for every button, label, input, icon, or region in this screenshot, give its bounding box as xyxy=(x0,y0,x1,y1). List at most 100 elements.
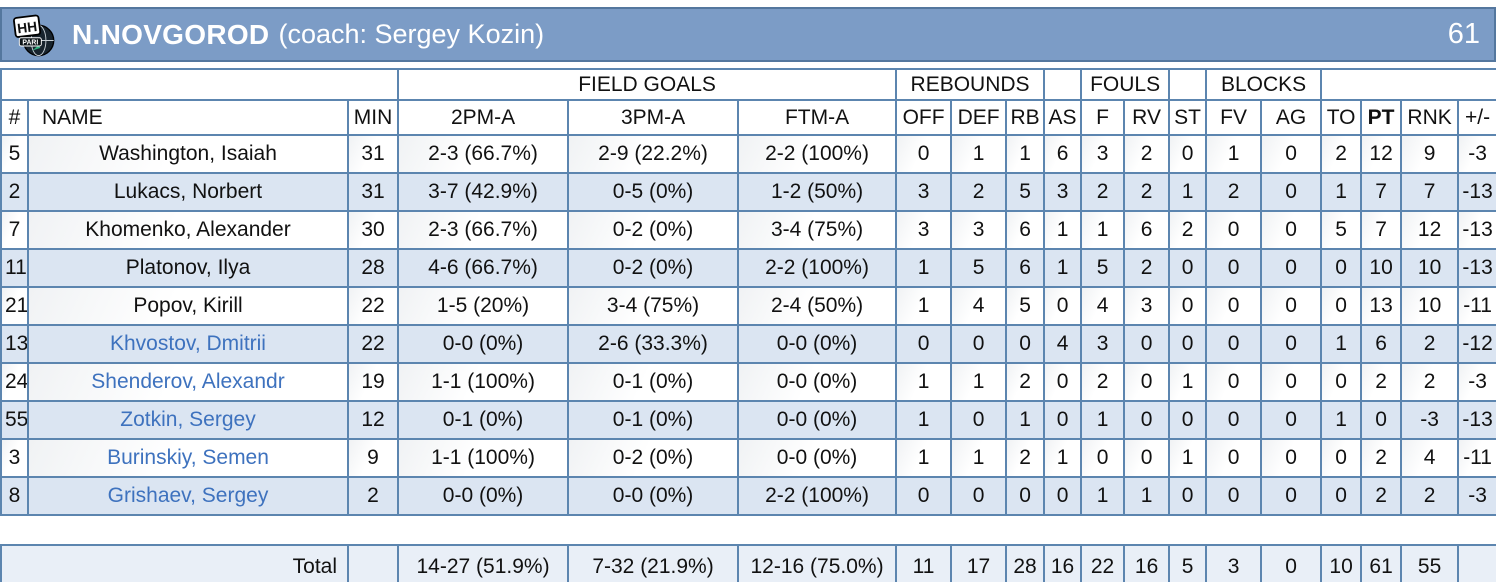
col-min: MIN xyxy=(346,99,400,136)
cell-pt: 2 xyxy=(1360,362,1403,402)
cell-off: 1 xyxy=(895,248,953,288)
cell-off: 0 xyxy=(895,324,953,364)
cell-st: 0 xyxy=(1168,134,1208,174)
total-3pma: 7-32 (21.9%) xyxy=(567,544,740,582)
col-f: F xyxy=(1080,99,1126,136)
cell-st: 0 xyxy=(1168,324,1208,364)
player-name-cell[interactable]: Khvostov, Dmitrii xyxy=(27,324,349,364)
total-ag: 0 xyxy=(1260,544,1323,582)
total-off: 11 xyxy=(895,544,953,582)
cell-rv: 1 xyxy=(1123,476,1171,516)
player-name-cell[interactable]: Washington, Isaiah xyxy=(27,134,349,174)
team-score: 61 xyxy=(1447,18,1480,50)
cell-rv: 0 xyxy=(1123,362,1171,402)
cell-p2: 2-3 (66.7%) xyxy=(397,134,570,174)
col-to: TO xyxy=(1320,99,1363,136)
cell-min: 22 xyxy=(346,286,400,326)
cell-rv: 6 xyxy=(1123,210,1171,250)
cell-ft: 2-2 (100%) xyxy=(737,248,898,288)
player-rows: 5 Washington, Isaiah 31 2-3 (66.7%) 2-9 (22.… xyxy=(0,134,1496,516)
cell-rv: 2 xyxy=(1123,172,1171,212)
cell-ag: 0 xyxy=(1260,400,1323,440)
cell-p3: 0-1 (0%) xyxy=(567,362,740,402)
cell-pt: 13 xyxy=(1360,286,1403,326)
cell-st: 1 xyxy=(1168,438,1208,478)
coach-label: (coach: Sergey Kozin) xyxy=(278,19,545,49)
cell-def: 1 xyxy=(950,134,1008,174)
cell-rb: 2 xyxy=(1005,438,1046,478)
cell-st: 0 xyxy=(1168,286,1208,326)
player-name-cell[interactable]: Zotkin, Sergey xyxy=(27,400,349,440)
group-empty-st xyxy=(1168,68,1208,101)
cell-p2: 1-1 (100%) xyxy=(397,362,570,402)
cell-fv: 0 xyxy=(1205,286,1263,326)
player-row: 7 Khomenko, Alexander 30 2-3 (66.7%) 0-2 (0%… xyxy=(0,210,1496,250)
column-header-row: # NAME MIN 2PM-A 3PM-A FTM-A OFF DEF RB … xyxy=(0,99,1496,136)
cell-ag: 0 xyxy=(1260,248,1323,288)
cell-p2: 1-1 (100%) xyxy=(397,438,570,478)
total-st: 5 xyxy=(1168,544,1208,582)
col-rb: RB xyxy=(1005,99,1046,136)
player-name-cell[interactable]: Burinskiy, Semen xyxy=(27,438,349,478)
cell-as: 0 xyxy=(1043,286,1083,326)
player-name-cell[interactable]: Popov, Kirill xyxy=(27,286,349,326)
total-ftma: 12-16 (75.0%) xyxy=(737,544,898,582)
cell-fv: 0 xyxy=(1205,324,1263,364)
cell-rb: 0 xyxy=(1005,476,1046,516)
cell-fv: 0 xyxy=(1205,438,1263,478)
cell-def: 0 xyxy=(950,324,1008,364)
team-header-bar: HH PARI N.NOVGOROD (coach: Sergey Kozin)… xyxy=(0,7,1496,62)
col-pt: PT xyxy=(1360,99,1403,136)
total-rv: 16 xyxy=(1123,544,1171,582)
player-row: 11 Platonov, Ilya 28 4-6 (66.7%) 0-2 (0%) 2-2… xyxy=(0,248,1496,288)
total-to: 10 xyxy=(1320,544,1363,582)
cell-p3: 2-6 (33.3%) xyxy=(567,324,740,364)
cell-pm: -11 xyxy=(1457,286,1496,326)
col-ag: AG xyxy=(1260,99,1323,136)
cell-st: 1 xyxy=(1168,172,1208,212)
cell-p2: 0-0 (0%) xyxy=(397,324,570,364)
total-row: Total 14-27 (51.9%) 7-32 (21.9%) 12-16 (… xyxy=(0,544,1496,582)
total-def: 17 xyxy=(950,544,1008,582)
player-name-cell[interactable]: Grishaev, Sergey xyxy=(27,476,349,516)
cell-fv: 0 xyxy=(1205,210,1263,250)
cell-num: 3 xyxy=(0,438,29,478)
col-plusminus: +/- xyxy=(1457,99,1496,136)
cell-ft: 0-0 (0%) xyxy=(737,362,898,402)
cell-f: 1 xyxy=(1080,476,1126,516)
cell-pm: -11 xyxy=(1457,438,1496,478)
player-name-cell[interactable]: Platonov, Ilya xyxy=(27,248,349,288)
cell-def: 3 xyxy=(950,210,1008,250)
col-2pma: 2PM-A xyxy=(397,99,570,136)
group-rebounds: REBOUNDS xyxy=(895,68,1046,101)
cell-as: 4 xyxy=(1043,324,1083,364)
cell-ft: 2-4 (50%) xyxy=(737,286,898,326)
player-name-cell[interactable]: Khomenko, Alexander xyxy=(27,210,349,250)
cell-pt: 2 xyxy=(1360,476,1403,516)
player-name-cell[interactable]: Lukacs, Norbert xyxy=(27,172,349,212)
cell-f: 0 xyxy=(1080,438,1126,478)
cell-def: 1 xyxy=(950,362,1008,402)
cell-as: 0 xyxy=(1043,362,1083,402)
cell-p3: 0-2 (0%) xyxy=(567,438,740,478)
cell-num: 55 xyxy=(0,400,29,440)
cell-as: 1 xyxy=(1043,248,1083,288)
cell-off: 0 xyxy=(895,134,953,174)
cell-pt: 7 xyxy=(1360,172,1403,212)
cell-rb: 5 xyxy=(1005,286,1046,326)
cell-rv: 3 xyxy=(1123,286,1171,326)
player-name-cell[interactable]: Shenderov, Alexandr xyxy=(27,362,349,402)
team-name: N.NOVGOROD xyxy=(72,18,270,50)
cell-to: 2 xyxy=(1320,134,1363,174)
cell-f: 5 xyxy=(1080,248,1126,288)
group-blocks: BLOCKS xyxy=(1205,68,1323,101)
cell-rnk: 2 xyxy=(1400,324,1460,364)
cell-p3: 0-2 (0%) xyxy=(567,248,740,288)
cell-off: 3 xyxy=(895,172,953,212)
cell-min: 22 xyxy=(346,324,400,364)
cell-off: 1 xyxy=(895,400,953,440)
cell-p3: 0-5 (0%) xyxy=(567,172,740,212)
cell-rb: 1 xyxy=(1005,134,1046,174)
player-row: 3 Burinskiy, Semen 9 1-1 (100%) 0-2 (0%) 0-0 … xyxy=(0,438,1496,478)
cell-ft: 2-2 (100%) xyxy=(737,134,898,174)
